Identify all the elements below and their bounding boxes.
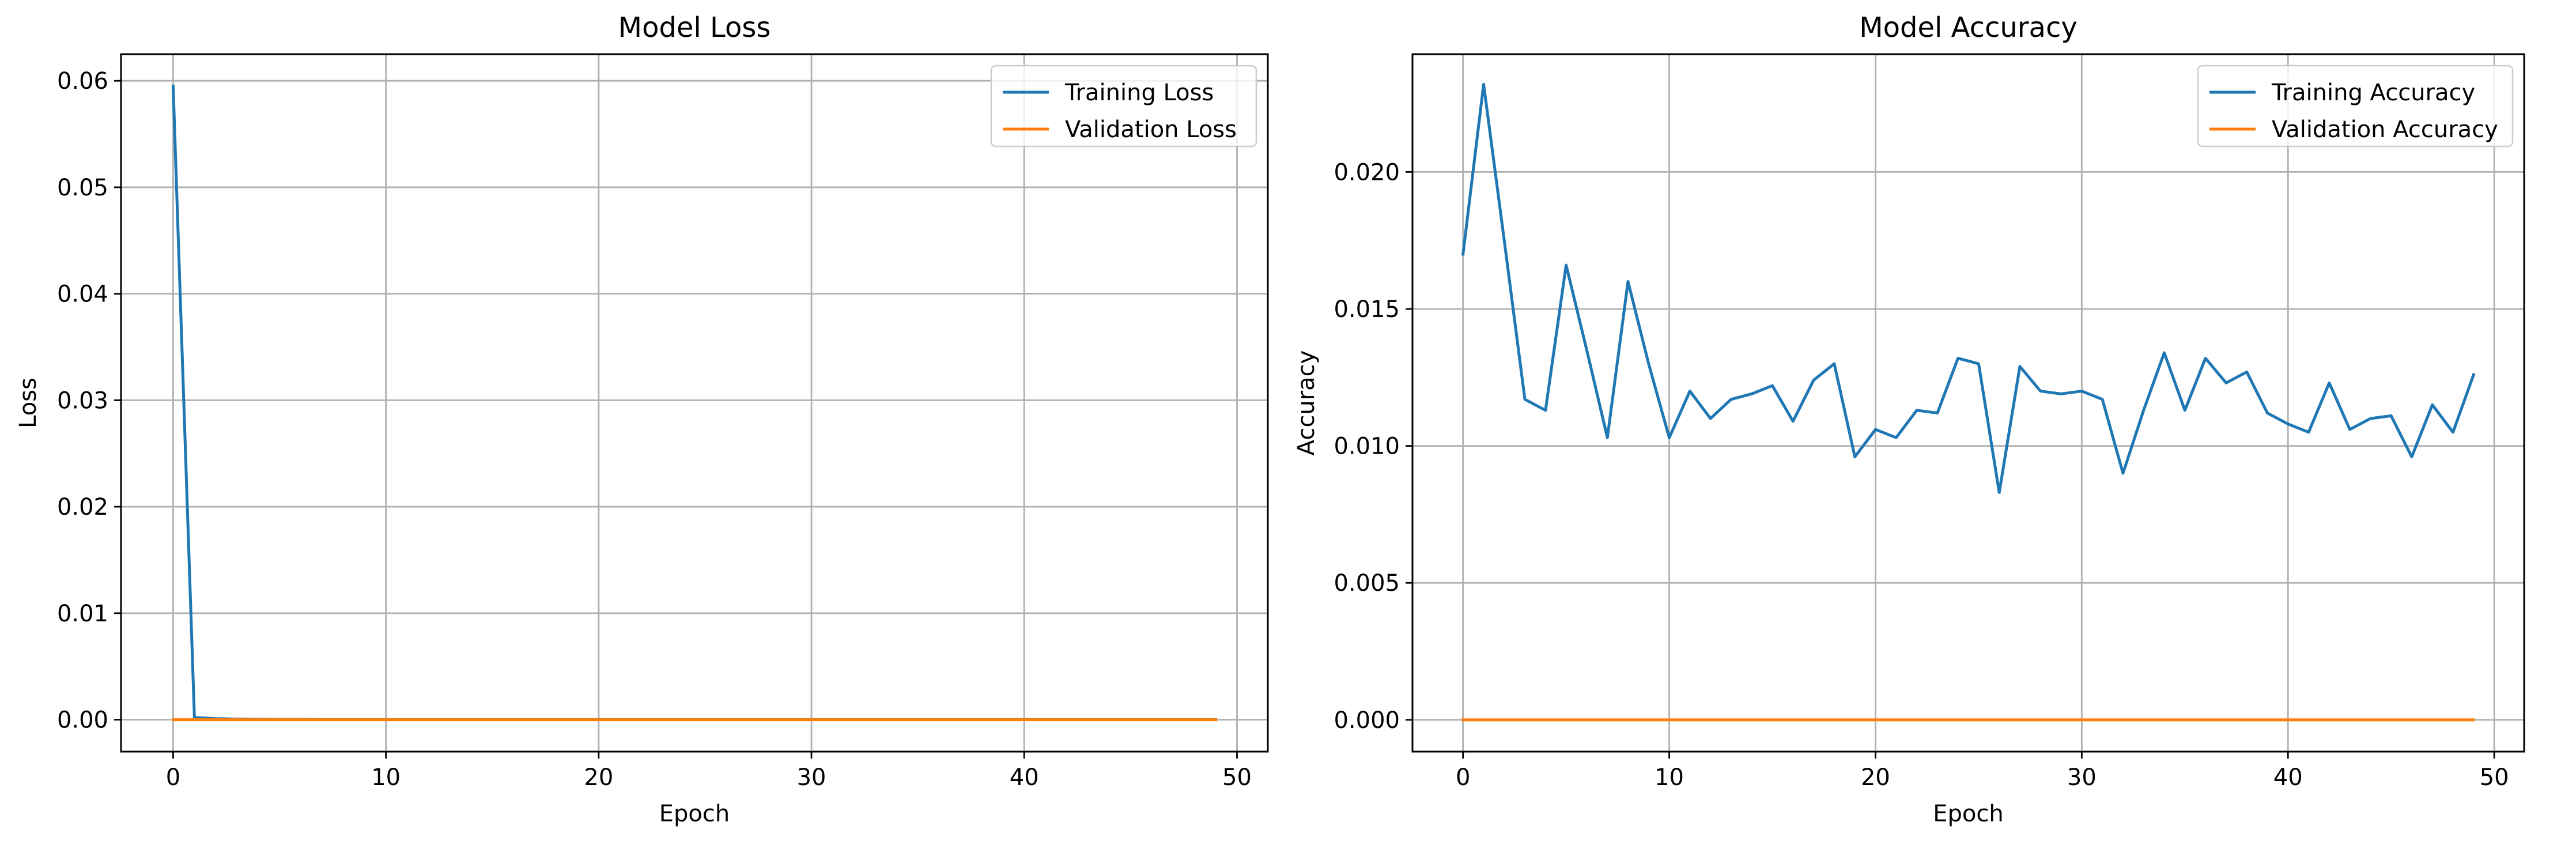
grid [1412,54,2524,752]
y-tick-label: 0.020 [1334,159,1400,186]
x-tick-label: 0 [166,764,180,791]
x-tick-label: 30 [797,764,826,791]
x-tick-label: 30 [2067,764,2097,791]
series-line-training-loss [171,84,1218,721]
x-tick-label: 10 [1655,764,1684,791]
legend-label: Training Accuracy [2271,80,2475,106]
x-tick-label: 50 [2480,764,2509,791]
axes-frame [120,53,1269,753]
y-tick-label: 0.015 [1334,296,1400,323]
y-tick-label: 0.01 [57,601,108,627]
legend-label: Training Loss [1064,80,1214,106]
axes-frame [1411,53,2525,753]
y-axis-label: Accuracy [1293,350,1320,456]
chart-panel-loss: 0 10 20 30 40 50 0.00 0.01 0.02 0.03 0.04 0.05 0.06 M… [15,12,1269,827]
legend-box [2197,65,2514,148]
y-tick-label: 0.010 [1334,433,1400,460]
legend: Training Accuracy Validation Accuracy [2197,65,2514,148]
x-tick-label: 0 [1456,764,1470,791]
x-axis-label: Epoch [1933,801,2003,827]
x-axis-label: Epoch [659,801,730,827]
legend-box [990,65,1257,148]
y-tick-label: 0.000 [1334,707,1400,734]
x-tick-label: 40 [2273,764,2303,791]
chart-title: Model Loss [618,12,771,44]
y-axis-label: Loss [15,378,41,428]
chart-panel-accuracy: 0 10 20 30 40 50 0.000 0.005 0.010 0.015 0.020 Mode… [1293,12,2525,827]
y-tick-label: 0.005 [1334,570,1400,597]
chart-title: Model Accuracy [1859,12,2078,44]
x-tick-label: 20 [584,764,613,791]
y-tick-label: 0.03 [57,387,108,414]
legend-label: Validation Loss [1065,116,1237,143]
y-tick-label: 0.05 [57,175,108,201]
y-tick-label: 0.06 [57,68,108,95]
x-tick-label: 10 [371,764,401,791]
legend-label: Validation Accuracy [2272,116,2498,143]
x-tick-label: 50 [1222,764,1252,791]
y-tick-label: 0.02 [57,494,108,520]
legend: Training Loss Validation Loss [990,65,1257,148]
x-tick-label: 20 [1861,764,1890,791]
x-tick-label: 40 [1010,764,1039,791]
grid [121,54,1268,752]
y-tick-label: 0.00 [57,707,108,734]
y-tick-label: 0.04 [57,281,108,308]
series-line-training-accuracy [1461,82,2476,494]
